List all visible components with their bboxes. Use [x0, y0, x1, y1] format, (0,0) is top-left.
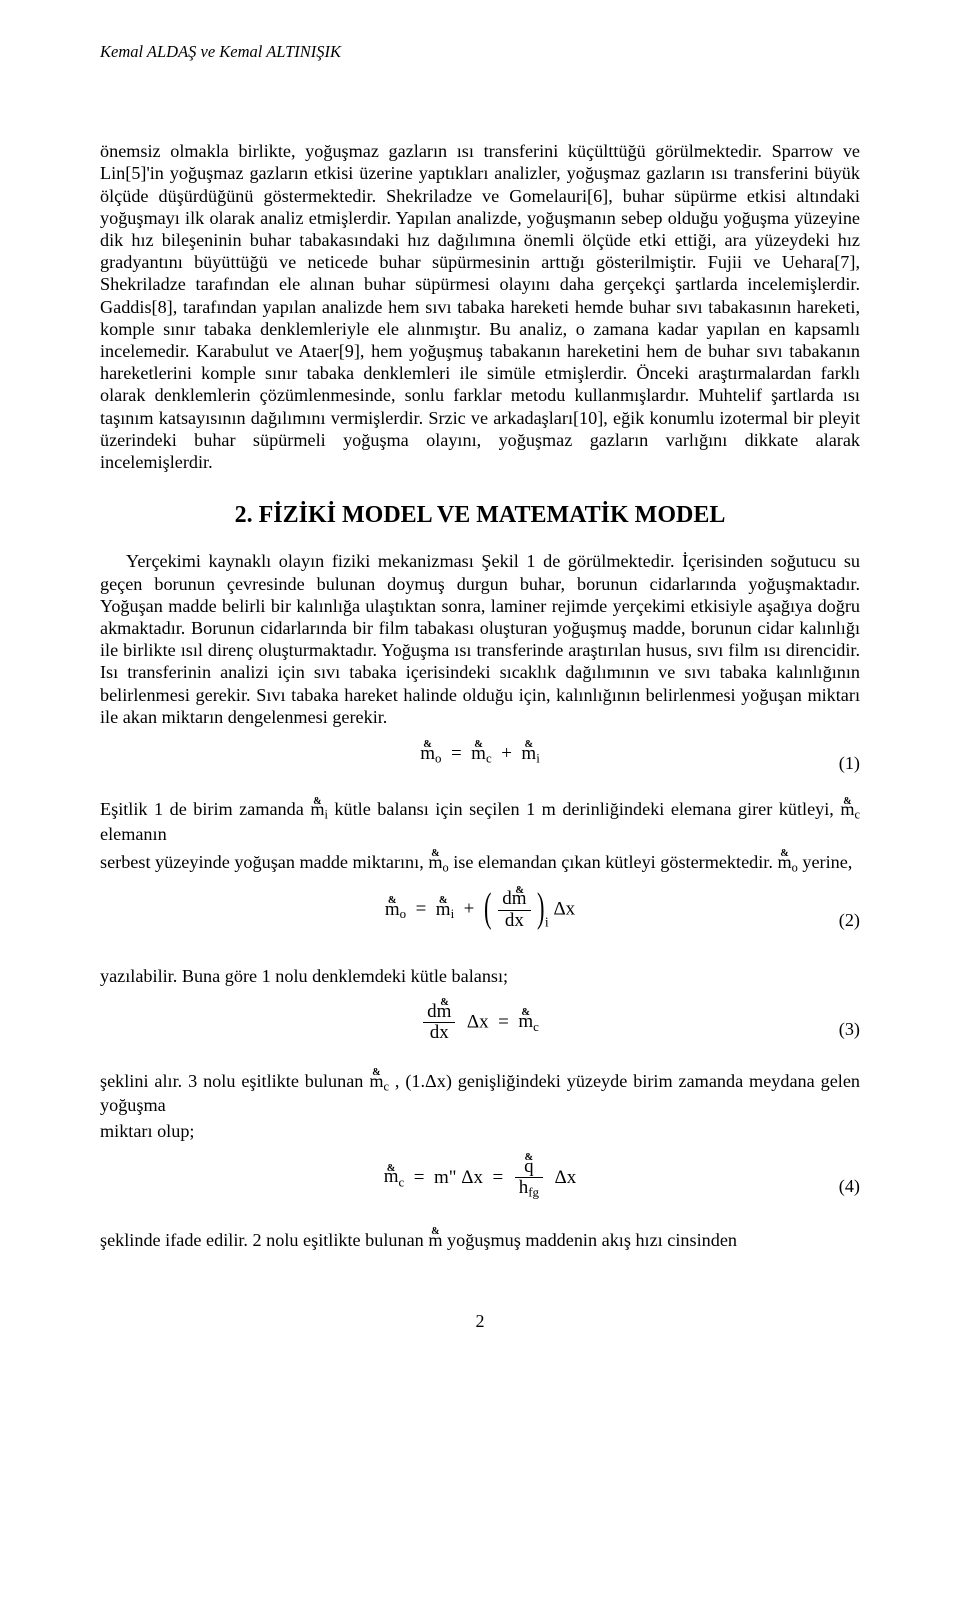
text-8a: şeklinde ifade edilir. 2 nolu eşitlikte … [100, 1230, 428, 1250]
text-4b: ise elemandan çıkan kütleyi göstermekted… [453, 852, 777, 872]
paragraph-after-eq3b: miktarı olup; [100, 1120, 860, 1142]
inline-mc2: &mc [369, 1071, 395, 1091]
text-4a: serbest yüzeyinde yoğuşan madde miktarın… [100, 852, 428, 872]
text-3a: Eşitlik 1 de birim zamanda [100, 799, 310, 819]
paragraph-model: Yerçekimi kaynaklı olayın fiziki mekaniz… [100, 550, 860, 728]
inline-mo: &mo [428, 852, 453, 872]
text-4c: yerine, [802, 852, 852, 872]
equation-4: &mc = m" Δx = &q hfg Δx (4) [100, 1157, 860, 1215]
paragraph-after-eq1: Eşitlik 1 de birim zamanda &mi kütle bal… [100, 798, 860, 845]
paragraph-after-eq3a: şeklini alır. 3 nolu eşitlikte bulunan &… [100, 1070, 860, 1117]
text-6a: şeklini alır. 3 nolu eşitlikte bulunan [100, 1071, 369, 1091]
text-3b: kütle balansı için seçilen 1 m derinliği… [334, 799, 840, 819]
equation-3: &dm dx Δx = &mc (3) [100, 1002, 860, 1056]
equation-3-number: (3) [839, 1017, 860, 1039]
equation-1: &mo = &mc + &mi (1) [100, 742, 860, 784]
equation-1-body: &mo = &mc + &mi [100, 742, 860, 766]
text-8b: yoğuşmuş maddenin akış hızı cinsinden [447, 1230, 737, 1250]
inline-mo2: &mo [777, 852, 802, 872]
paragraph-after-eq2: yazılabilir. Buna göre 1 nolu denklemdek… [100, 965, 860, 987]
equation-2: &mo = &mi + ( &dm dx )i Δx (2) [100, 889, 860, 951]
page-number: 2 [100, 1311, 860, 1333]
paragraph-after-eq1b: serbest yüzeyinde yoğuşan madde miktarın… [100, 851, 860, 876]
equation-2-body: &mo = &mi + ( &dm dx )i Δx [100, 889, 860, 931]
equation-4-body: &mc = m" Δx = &q hfg Δx [100, 1157, 860, 1200]
equation-2-number: (2) [839, 909, 860, 931]
inline-mc: &mc [840, 799, 860, 819]
text-3c: elemanın [100, 824, 167, 844]
inline-m-dot: &m [428, 1230, 447, 1250]
section-heading-2: 2. FİZİKİ MODEL VE MATEMATİK MODEL [100, 501, 860, 530]
equation-4-number: (4) [839, 1174, 860, 1196]
paragraph-intro: önemsiz olmakla birlikte, yoğuşmaz gazla… [100, 140, 860, 473]
paragraph-after-eq4: şeklinde ifade edilir. 2 nolu eşitlikte … [100, 1229, 860, 1251]
running-head: Kemal ALDAŞ ve Kemal ALTINIŞIK [100, 42, 860, 62]
equation-3-body: &dm dx Δx = &mc [100, 1002, 860, 1044]
inline-mi: &mi [310, 799, 334, 819]
equation-1-number: (1) [839, 752, 860, 774]
